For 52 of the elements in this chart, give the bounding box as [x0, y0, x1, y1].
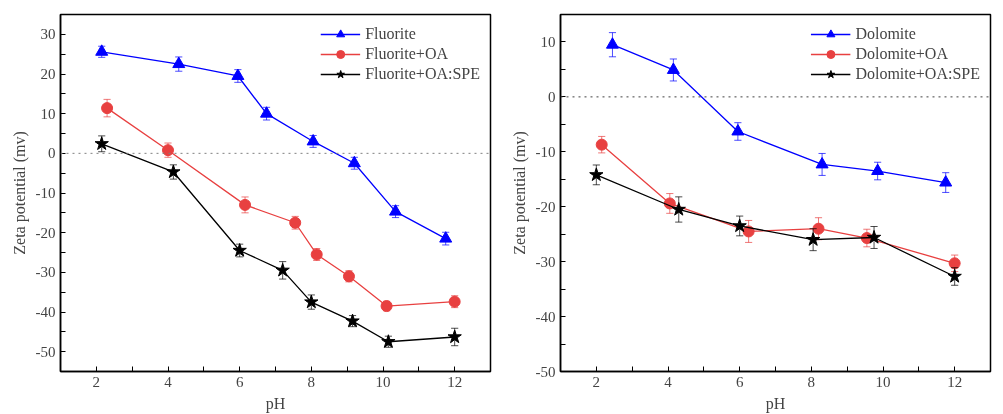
y-tick-label: -50 [535, 363, 556, 380]
point [871, 163, 885, 175]
point [815, 157, 829, 169]
x-tick-label: 2 [592, 373, 601, 390]
y-tick-label: -40 [535, 308, 556, 325]
y-tick-label: 10 [540, 33, 556, 50]
point [805, 232, 821, 246]
y-tick-label: 10 [40, 105, 56, 122]
y-tick-label: -40 [35, 304, 56, 320]
x-tick-label: 2 [92, 373, 101, 390]
y-tick-label: 0 [48, 145, 56, 162]
point [589, 167, 604, 182]
x-tick-label: 6 [235, 373, 244, 390]
y-axis-title: Zeta potential (mv) [510, 131, 529, 255]
legend-label: Dolomite+OA:SPE [855, 65, 980, 83]
x-axis-title: pH [265, 394, 286, 413]
legend-label: Fluorite+OA [365, 45, 448, 63]
x-tick-label: 8 [307, 373, 316, 390]
point [812, 222, 825, 235]
x-axis-title: pH [765, 394, 786, 413]
y-tick-label: -50 [35, 343, 56, 360]
y-tick-label: 20 [40, 66, 56, 82]
y-tick-label: 30 [40, 26, 56, 43]
x-tick-label: 4 [664, 373, 673, 390]
x-tick-label: 10 [875, 373, 891, 390]
y-axis-title: Zeta potential (mv) [10, 131, 29, 255]
point [666, 62, 680, 74]
point [939, 175, 953, 187]
y-tick-label: -30 [35, 264, 56, 281]
point [101, 102, 114, 115]
point [732, 218, 747, 233]
y-tick-label: -10 [35, 185, 56, 201]
point [605, 37, 619, 49]
x-tick-label: 6 [735, 373, 744, 390]
y-tick-label: 0 [548, 88, 556, 105]
y-tick-label: -20 [535, 198, 556, 215]
x-tick-label: 4 [164, 373, 173, 390]
y-tick-label: -30 [535, 253, 556, 270]
point [947, 268, 962, 283]
point [731, 124, 745, 136]
x-tick-label: 12 [947, 373, 963, 390]
legend-label: Dolomite [855, 25, 916, 43]
y-tick-label: -20 [35, 224, 56, 241]
point [866, 229, 882, 244]
legend-label: Fluorite+OA:SPE [365, 65, 480, 83]
legend-label: Fluorite [365, 25, 416, 43]
x-tick-label: 10 [375, 373, 391, 390]
x-tick-label: 8 [807, 373, 816, 390]
y-tick-label: -10 [535, 143, 556, 160]
point [671, 201, 686, 216]
x-tick-label: 12 [447, 373, 463, 390]
legend-label: Dolomite+OA [855, 45, 948, 63]
